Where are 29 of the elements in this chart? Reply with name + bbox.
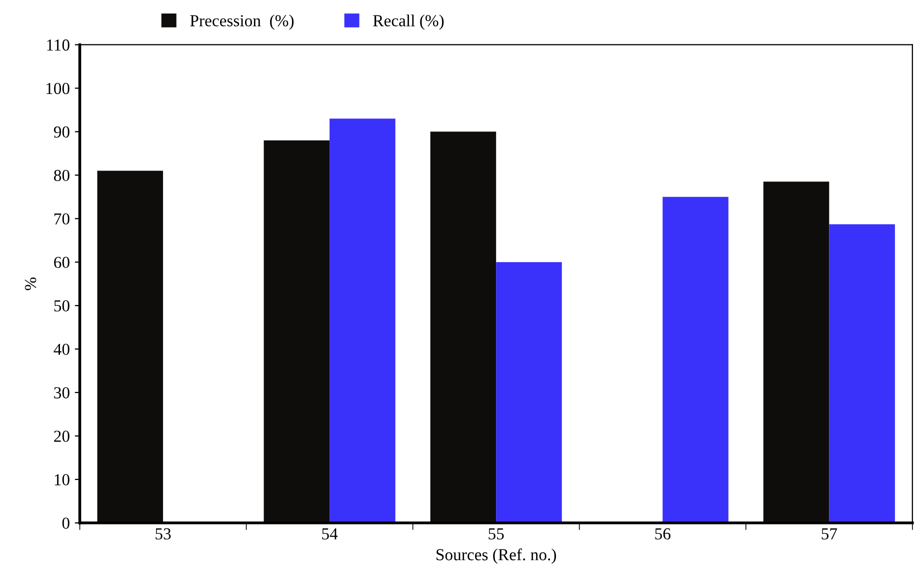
x-axis-title: Sources (Ref. no.)	[436, 548, 556, 564]
x-tick-label: 57	[822, 528, 838, 540]
bar	[97, 170, 164, 523]
y-tick-label: 50	[54, 300, 70, 312]
y-tick-label: 0	[62, 518, 70, 529]
y-tick-label: 20	[54, 430, 70, 442]
x-tick-label: 56	[655, 528, 670, 540]
bar	[496, 262, 562, 523]
bar	[430, 132, 496, 523]
bar	[763, 182, 830, 523]
x-tick-label: 55	[488, 528, 504, 540]
bar	[264, 140, 330, 523]
y-tick-label: 80	[54, 170, 70, 182]
y-tick-label: 70	[54, 213, 70, 225]
x-tick-label: 54	[322, 528, 338, 540]
y-tick-label: 90	[54, 126, 70, 138]
y-tick-label: 40	[54, 344, 70, 355]
legend-label: Precession (%)	[190, 14, 294, 30]
legend-label: Recall (%)	[373, 14, 444, 30]
bar	[330, 118, 396, 523]
x-tick-label: 53	[156, 528, 171, 540]
bar	[662, 196, 728, 523]
y-tick-label: 110	[47, 39, 70, 51]
y-tick-label: 10	[54, 474, 70, 486]
y-axis-title: %	[24, 277, 36, 290]
bar	[829, 224, 895, 523]
y-tick-label: 100	[46, 82, 70, 94]
y-tick-label: 60	[54, 256, 70, 268]
y-tick-label: 30	[54, 387, 70, 398]
